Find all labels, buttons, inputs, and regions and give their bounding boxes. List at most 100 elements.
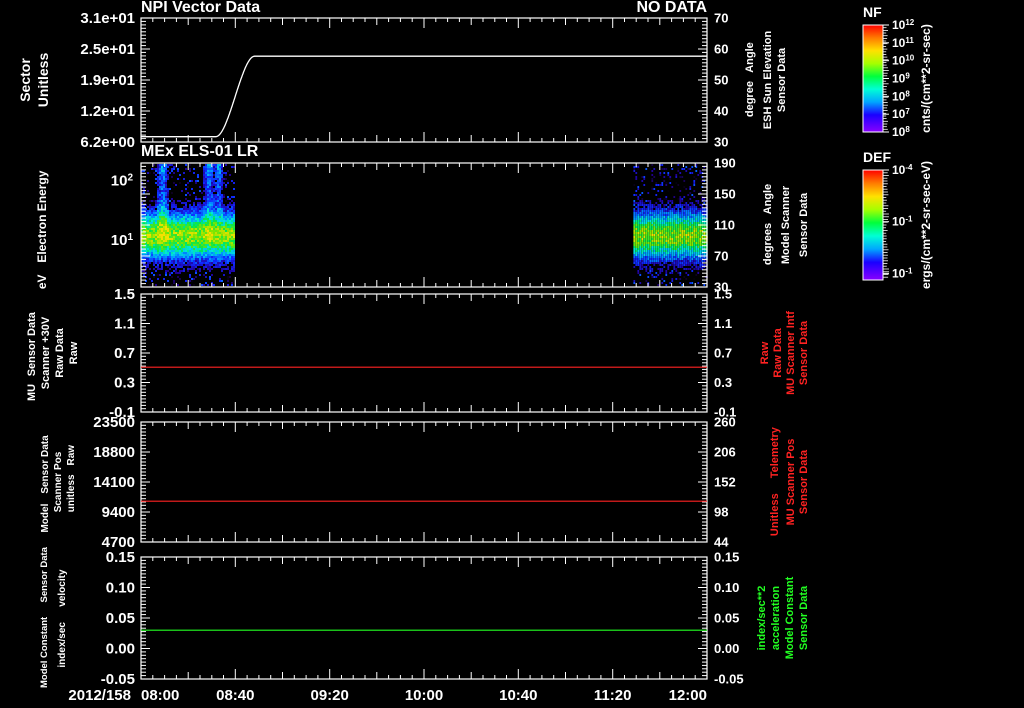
svg-text:10-1: 10-1 (892, 215, 913, 229)
svg-text:1011: 1011 (892, 36, 914, 50)
svg-text:108: 108 (892, 125, 910, 139)
svg-text:-0.05: -0.05 (714, 672, 744, 687)
svg-text:Raw: Raw (68, 341, 80, 364)
svg-text:44: 44 (714, 535, 729, 550)
svg-text:Model Constant: Model Constant (39, 616, 50, 688)
svg-text:ergs/(cm**2-sr-sec-eV): ergs/(cm**2-sr-sec-eV) (919, 161, 933, 289)
svg-text:6.2e+00: 6.2e+00 (80, 134, 135, 151)
svg-text:Telemetry: Telemetry (769, 426, 781, 478)
svg-text:0.00: 0.00 (106, 641, 135, 658)
svg-text:eV: eV (35, 274, 49, 289)
svg-text:0.3: 0.3 (114, 375, 135, 392)
svg-text:0.15: 0.15 (714, 550, 739, 565)
svg-text:150: 150 (714, 187, 736, 202)
svg-text:1.1: 1.1 (114, 316, 135, 333)
svg-text:10-1: 10-1 (892, 266, 913, 280)
svg-text:260: 260 (714, 415, 736, 430)
svg-text:velocity: velocity (57, 569, 68, 607)
svg-text:70: 70 (714, 11, 728, 26)
svg-text:2.5e+01: 2.5e+01 (80, 41, 135, 58)
svg-text:Unitless: Unitless (35, 53, 51, 108)
svg-text:NO DATA: NO DATA (636, 0, 707, 16)
svg-text:Raw Data: Raw Data (54, 327, 66, 377)
svg-text:23500: 23500 (93, 414, 135, 431)
svg-text:Scanner Pos: Scanner Pos (53, 451, 64, 512)
svg-text:1.5: 1.5 (714, 287, 732, 302)
svg-text:11:20: 11:20 (594, 687, 632, 704)
svg-text:MU: MU (26, 384, 38, 401)
svg-text:70: 70 (714, 249, 728, 264)
svg-text:108: 108 (892, 89, 910, 103)
svg-text:190: 190 (714, 156, 736, 171)
svg-text:1.9e+01: 1.9e+01 (80, 72, 135, 89)
svg-text:Unitless: Unitless (769, 493, 781, 536)
svg-text:30: 30 (714, 135, 728, 150)
svg-text:14100: 14100 (93, 474, 135, 491)
svg-text:206: 206 (714, 445, 736, 460)
svg-text:08:00: 08:00 (141, 687, 179, 704)
svg-text:40: 40 (714, 104, 728, 119)
svg-text:unitless: unitless (66, 474, 77, 512)
svg-text:110: 110 (714, 218, 735, 233)
svg-text:MEx ELS-01 LR: MEx ELS-01 LR (141, 143, 259, 160)
svg-text:Angle: Angle (762, 184, 774, 215)
svg-text:2012/158: 2012/158 (68, 687, 131, 704)
svg-text:Sensor Data: Sensor Data (40, 435, 51, 494)
svg-text:98: 98 (714, 505, 728, 520)
svg-text:MU Scanner Intf: MU Scanner Intf (785, 311, 797, 395)
svg-text:Sensor Data: Sensor Data (26, 311, 38, 376)
svg-text:Sensor Data: Sensor Data (798, 320, 810, 385)
svg-text:152: 152 (714, 475, 736, 490)
svg-text:Model Constant: Model Constant (784, 576, 796, 659)
svg-text:50: 50 (714, 73, 728, 88)
svg-text:0.05: 0.05 (106, 610, 135, 627)
svg-text:Model Scanner: Model Scanner (780, 185, 792, 264)
svg-text:0.7: 0.7 (114, 345, 135, 362)
svg-text:1012: 1012 (892, 18, 915, 32)
svg-text:18800: 18800 (93, 444, 135, 461)
svg-text:degree: degree (744, 81, 756, 117)
svg-text:3.1e+01: 3.1e+01 (80, 10, 135, 27)
svg-text:09:20: 09:20 (311, 687, 349, 704)
svg-text:DEF: DEF (863, 149, 891, 165)
svg-text:NF: NF (863, 4, 882, 20)
svg-text:102: 102 (111, 172, 134, 189)
svg-text:109: 109 (892, 72, 910, 86)
svg-text:9400: 9400 (102, 504, 135, 521)
svg-text:Angle: Angle (744, 42, 756, 73)
svg-text:10:40: 10:40 (499, 687, 537, 704)
svg-text:101: 101 (111, 232, 134, 249)
svg-text:1.5: 1.5 (114, 286, 135, 303)
svg-text:acceleration: acceleration (770, 586, 782, 650)
svg-text:0.10: 0.10 (714, 580, 739, 595)
svg-text:Sensor Data: Sensor Data (798, 449, 810, 514)
svg-text:1.2e+01: 1.2e+01 (80, 103, 135, 120)
svg-text:0.3: 0.3 (714, 375, 732, 390)
svg-text:10:00: 10:00 (405, 687, 443, 704)
svg-text:0.10: 0.10 (106, 580, 135, 597)
svg-text:Sensor Data: Sensor Data (798, 192, 810, 257)
svg-text:Raw: Raw (66, 445, 77, 466)
svg-text:Sensor Data: Sensor Data (776, 47, 788, 112)
svg-text:ESH Sun Elevation: ESH Sun Elevation (762, 31, 774, 130)
svg-text:0.7: 0.7 (714, 346, 732, 361)
svg-text:index/sec: index/sec (57, 622, 68, 668)
svg-text:60: 60 (714, 42, 728, 57)
svg-text:MU Scanner Pos: MU Scanner Pos (785, 439, 797, 526)
svg-text:0.05: 0.05 (714, 611, 739, 626)
svg-text:10-4: 10-4 (892, 163, 913, 177)
svg-text:Raw: Raw (759, 341, 771, 364)
svg-text:degrees: degrees (762, 223, 774, 265)
svg-text:12:00: 12:00 (669, 687, 707, 704)
svg-text:08:40: 08:40 (216, 687, 254, 704)
svg-text:Scanner +30V: Scanner +30V (40, 316, 52, 389)
svg-text:1010: 1010 (892, 54, 915, 68)
svg-text:cnts/(cm**2-sr-sec): cnts/(cm**2-sr-sec) (919, 24, 933, 133)
svg-text:-0.05: -0.05 (101, 671, 135, 688)
svg-text:Model: Model (40, 503, 51, 532)
svg-text:0.00: 0.00 (714, 641, 739, 656)
svg-text:index/sec**2: index/sec**2 (756, 586, 768, 651)
svg-text:Sensor Data: Sensor Data (798, 585, 810, 650)
svg-text:1.1: 1.1 (714, 316, 732, 331)
svg-text:NPI Vector Data: NPI Vector Data (141, 0, 260, 16)
